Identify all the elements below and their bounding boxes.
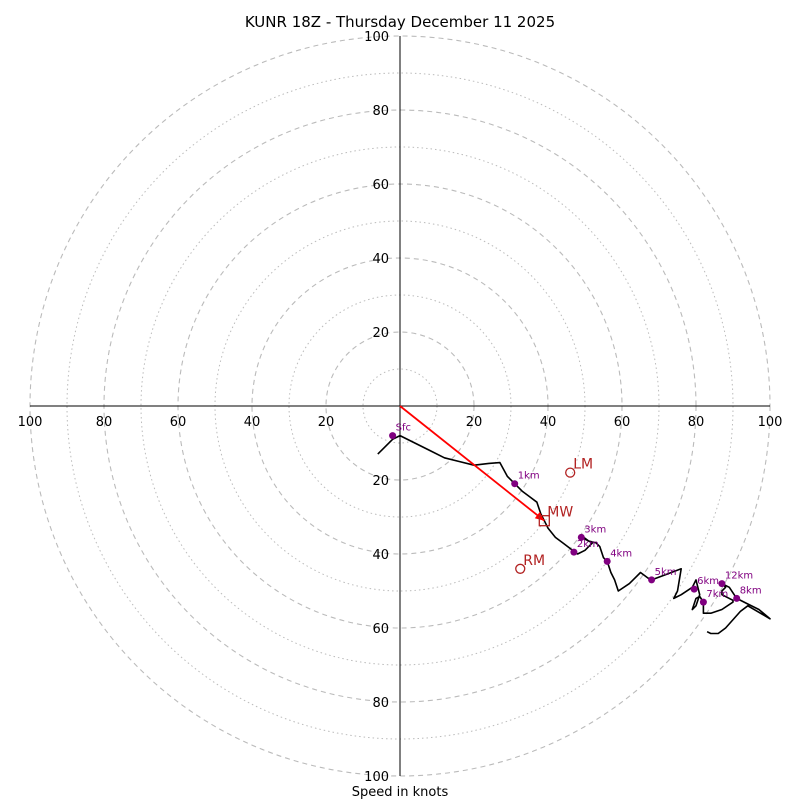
height-level-marker (718, 580, 726, 588)
x-tick-label: 100 (758, 415, 783, 430)
x-tick-label: 60 (614, 415, 631, 430)
x-tick-label: 60 (170, 415, 187, 430)
x-tick-label: 100 (18, 415, 43, 430)
y-tick-label: 100 (364, 770, 389, 785)
x-axis-label: Speed in knots (352, 785, 449, 800)
height-level-label: 7km (706, 589, 728, 600)
height-level-label: Sfc (396, 423, 411, 434)
height-level-label: 3km (584, 524, 606, 535)
height-level-label: 2km (577, 539, 599, 550)
x-tick-label: 40 (244, 415, 261, 430)
y-tick-label: 20 (372, 474, 389, 489)
height-level-label: 5km (655, 567, 677, 578)
y-tick-label: 40 (372, 252, 389, 267)
storm-motion-marker (565, 467, 576, 478)
height-level-marker (690, 585, 698, 593)
height-level-label: 12km (725, 571, 753, 582)
x-tick-label: 40 (540, 415, 557, 430)
storm-motion-marker (538, 515, 550, 527)
y-tick-label: 40 (372, 548, 389, 563)
mean-wind-vector (399, 405, 545, 522)
x-tick-label: 20 (318, 415, 335, 430)
x-tick-label: 80 (96, 415, 113, 430)
y-tick-label: 100 (364, 30, 389, 45)
tick-labels: 100 80 60 40 20 20 40 60 80 100 100 80 60 40 20 20 40 60 8… (18, 30, 783, 785)
x-tick-label: 80 (688, 415, 705, 430)
height-level-marker (570, 548, 578, 556)
storm-motion-markers: LM MW RM (515, 457, 593, 574)
y-tick-label: 60 (372, 622, 389, 637)
y-tick-label: 80 (372, 696, 389, 711)
storm-motion-label: LM (573, 457, 593, 473)
height-level-marker (699, 598, 707, 606)
x-tick-label: 20 (466, 415, 483, 430)
height-level-marker (389, 432, 397, 440)
storm-motion-marker (515, 563, 526, 574)
height-level-label: 6km (697, 576, 719, 587)
height-level-label: 8km (740, 585, 762, 596)
height-level-marker (733, 594, 741, 602)
chart-title: KUNR 18Z - Thursday December 11 2025 (245, 13, 555, 31)
height-level-marker (648, 576, 656, 584)
y-tick-label: 20 (372, 326, 389, 341)
hodograph-trace (377, 434, 771, 635)
height-levels: Sfc 1km 2km 3km 4km 5km 6km 7km 8km 12km (389, 423, 762, 606)
height-level-marker (577, 533, 585, 541)
storm-motion-label: MW (547, 505, 573, 521)
y-tick-label: 80 (372, 104, 389, 119)
hodograph-trace-group (377, 434, 771, 635)
storm-motion-label: RM (523, 553, 545, 569)
height-level-label: 4km (610, 548, 632, 559)
height-level-marker (603, 557, 611, 565)
height-level-marker (511, 480, 519, 488)
y-tick-label: 60 (372, 178, 389, 193)
height-level-label: 1km (518, 471, 540, 482)
